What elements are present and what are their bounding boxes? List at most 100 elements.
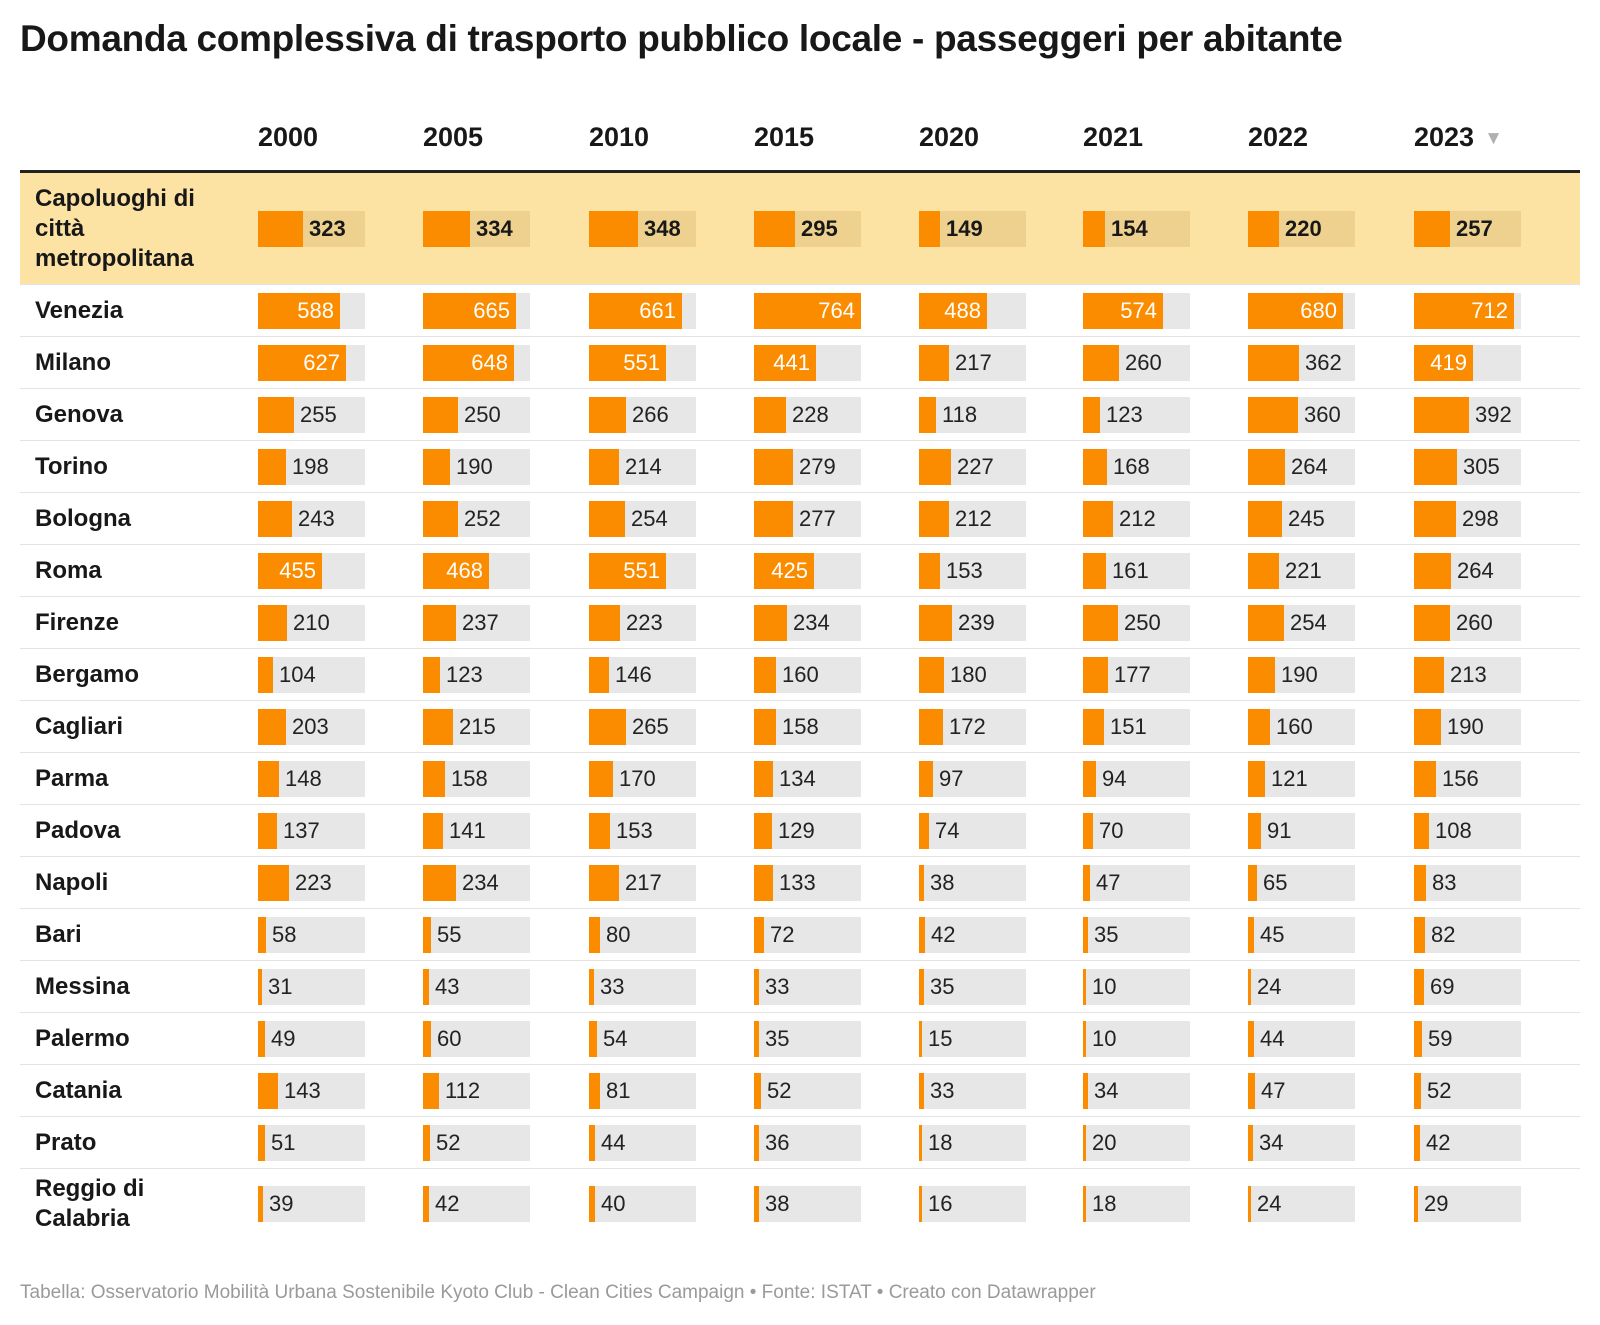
column-header-2022[interactable]: 2022: [1248, 122, 1308, 153]
bar-cell: 277: [754, 500, 861, 537]
column-header-2010[interactable]: 2010: [589, 122, 649, 153]
bar-cell: 158: [423, 760, 530, 797]
bar-cell: 255: [258, 396, 365, 433]
bar-value-label: 254: [631, 505, 668, 531]
bar-cell: 137: [258, 812, 365, 849]
bar-cell: 264: [1414, 552, 1521, 589]
bar-fill: [589, 1020, 597, 1057]
row-label: Palermo: [35, 1024, 130, 1052]
column-header-2015[interactable]: 2015: [754, 122, 814, 153]
bar-value-label: 52: [767, 1077, 792, 1103]
data-table: 2000 2005 2010 2015 2020 2021 2022 2023 ▼ Capolu…: [20, 100, 1580, 1239]
bar-cell: 250: [423, 396, 530, 433]
table-row: Bergamo 104 123 146 160 180 177 190 213: [20, 649, 1580, 701]
bar-cell: 220: [1248, 210, 1355, 247]
bar-value-label: 212: [955, 505, 992, 531]
bar-cell: 190: [423, 448, 530, 485]
bar-fill: [754, 916, 764, 953]
row-label: Bergamo: [35, 660, 140, 688]
bar-track: [1414, 1124, 1521, 1161]
bar-fill: [589, 760, 613, 797]
bar-fill: [919, 604, 952, 641]
bar-value-label: 160: [782, 661, 819, 687]
bar-fill: [1248, 1124, 1253, 1161]
bar-value-label: 198: [292, 453, 329, 479]
table-row: Genova 255 250 266 228 118 123 360 392: [20, 389, 1580, 441]
bar-value-label: 213: [1450, 661, 1487, 687]
bar-cell: 47: [1083, 864, 1190, 901]
bar-cell: 360: [1248, 396, 1355, 433]
bar-cell: 234: [754, 604, 861, 641]
bar-fill: [754, 1020, 759, 1057]
bar-cell: 24: [1248, 968, 1355, 1005]
bar-fill: [1414, 500, 1456, 537]
bar-cell: 551: [589, 552, 696, 589]
bar-fill: [1083, 656, 1108, 693]
bar-value-label: 153: [616, 817, 653, 843]
bar-fill: [589, 396, 626, 433]
bar-fill: [1083, 708, 1104, 745]
row-label: Reggio di Calabria: [35, 1175, 145, 1232]
bar-fill: [258, 1124, 265, 1161]
bar-value-label: 69: [1430, 973, 1455, 999]
bar-track: [1248, 1020, 1355, 1057]
bar-cell: 551: [589, 344, 696, 381]
bar-track: [258, 968, 365, 1005]
bar-value-label: 360: [1304, 401, 1341, 427]
column-header-label: 2000: [258, 122, 319, 152]
bar-cell: 108: [1414, 812, 1521, 849]
bar-value-label: 10: [1092, 973, 1117, 999]
bar-cell: 134: [754, 760, 861, 797]
bar-fill: [919, 760, 933, 797]
bar-track: [754, 1124, 861, 1161]
bar-fill: [919, 292, 987, 329]
bar-cell: 34: [1248, 1124, 1355, 1161]
bar-cell: 39: [258, 1186, 365, 1222]
bar-cell: 295: [754, 210, 861, 247]
column-header-2023[interactable]: 2023 ▼: [1414, 122, 1503, 153]
bar-value-label: 141: [449, 817, 486, 843]
bar-value-label: 223: [295, 869, 332, 895]
bar-value-label: 243: [298, 505, 335, 531]
bar-cell: 254: [1248, 604, 1355, 641]
bar-fill: [919, 344, 949, 381]
bar-cell: 141: [423, 812, 530, 849]
bar-track: [1083, 760, 1190, 797]
bar-fill: [423, 1124, 430, 1161]
bar-value-label: 94: [1102, 765, 1127, 791]
bar-value-label: 661: [639, 297, 676, 323]
bar-cell: 83: [1414, 864, 1521, 901]
bar-fill: [1083, 396, 1100, 433]
bar-track: [919, 1124, 1026, 1161]
column-header-2000[interactable]: 2000: [258, 122, 318, 153]
bar-value-label: 295: [801, 215, 838, 241]
sort-descending-icon[interactable]: ▼: [1484, 127, 1503, 149]
bar-cell: 104: [258, 656, 365, 693]
column-header-2021[interactable]: 2021: [1083, 122, 1143, 153]
row-label: Roma: [35, 556, 102, 584]
column-header-2020[interactable]: 2020: [919, 122, 979, 153]
bar-fill: [1083, 448, 1107, 485]
bar-track: [258, 1124, 365, 1161]
bar-cell: 35: [1083, 916, 1190, 953]
bar-value-label: 250: [1124, 609, 1161, 635]
bar-fill: [1248, 916, 1254, 953]
bar-fill: [1414, 604, 1450, 641]
table-row: Milano 627 648 551 441 217 260 362 419: [20, 337, 1580, 389]
bar-cell: 203: [258, 708, 365, 745]
bar-value-label: 51: [271, 1129, 296, 1155]
bar-cell: 82: [1414, 916, 1521, 953]
bar-value-label: 425: [771, 557, 808, 583]
column-header-2005[interactable]: 2005: [423, 122, 483, 153]
bar-track: [919, 864, 1026, 901]
bar-cell: 223: [589, 604, 696, 641]
bar-fill: [589, 500, 625, 537]
bar-cell: 94: [1083, 760, 1190, 797]
bar-value-label: 43: [435, 973, 460, 999]
bar-value-label: 52: [1427, 1077, 1452, 1103]
row-label: Torino: [35, 452, 108, 480]
bar-cell: 153: [919, 552, 1026, 589]
table-row: Bologna 243 252 254 277 212 212 245 298: [20, 493, 1580, 545]
bar-fill: [1083, 344, 1119, 381]
bar-cell: 574: [1083, 292, 1190, 329]
